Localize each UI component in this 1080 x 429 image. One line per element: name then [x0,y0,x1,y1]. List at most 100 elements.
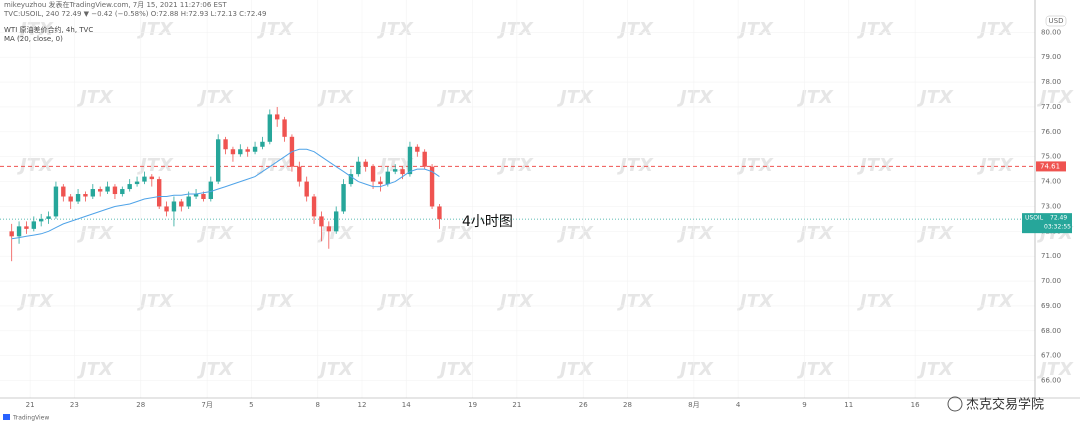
x-tick-label: 8月 [688,401,699,409]
candle-body [90,189,96,197]
candle-body [149,176,155,180]
candle-body [134,181,140,185]
candle-body [53,186,59,217]
y-tick-label: 74.00 [1041,178,1061,186]
candle-body [193,194,199,197]
candle-body [201,194,206,199]
candle-body [348,174,354,185]
watermark-logo: JTX [977,19,1014,40]
candle-body [333,211,339,232]
brand-icon [3,414,10,420]
candle-body [429,166,435,207]
x-tick-label: 16 [911,401,920,409]
y-tick-label: 75.00 [1041,153,1061,161]
candle-body [9,231,14,237]
candle-body [326,226,332,232]
grid [0,0,1035,398]
candle-body [282,119,287,137]
watermark-logo: JTX [557,223,594,244]
candle-body [378,181,383,185]
watermark-logo: JTX [857,19,894,40]
candle-body [75,194,81,202]
candle-body [311,196,317,217]
candle-body [385,171,391,185]
marks [0,106,1035,262]
y-tick-label: 78.00 [1041,78,1061,86]
watermark-logo: JTX [377,19,414,40]
candle-body [422,151,427,167]
candle-body [97,189,103,192]
candle-body [274,114,280,120]
y-tick-label: 73.00 [1041,202,1061,210]
watermark-logo: JTX [497,291,534,312]
watermark-logo: JTX [557,87,594,108]
candle-body [120,189,125,195]
watermark-logo: JTX [437,87,474,108]
y-tick-label: 80.00 [1041,28,1061,36]
y-tick-label: 76.00 [1041,128,1061,136]
candle-body [171,201,177,212]
header-line: mikeyuzhou 发表在TradingView.com, 7月 15, 20… [4,0,227,9]
watermark-logo: JTX [797,359,834,380]
candle-body [319,216,324,227]
candle-body [24,226,29,229]
watermark-text: 杰克交易学院 [966,397,1044,413]
candle-body [164,206,169,212]
candle-body [16,226,22,237]
candle-body [46,216,51,219]
watermark-logo: JTX [497,155,534,176]
watermark-logo: JTX [197,359,234,380]
x-tick-label: 26 [579,401,588,409]
x-tick-label: 19 [468,401,477,409]
watermark-logo: JTX [497,19,534,40]
candle-body [400,169,405,175]
candle-body [215,139,221,182]
x-tick-label: 11 [844,401,853,409]
header-line: TVC:USOIL, 240 72.49 ▼ −0.42 (−0.58%) O:… [3,10,266,18]
candle-body [156,179,162,207]
y-tick-label: 66.00 [1041,377,1061,385]
candle-body [208,181,214,199]
x-tick-label: 5 [249,401,253,409]
price-line-box [1036,161,1066,172]
x-tick-label: 12 [358,401,367,409]
watermark-logo: JTX [797,223,834,244]
watermark-logo: JTX [377,291,414,312]
candle-body [363,161,368,167]
x-tick-label: 4 [736,401,741,409]
watermark-logo: JTX [857,291,894,312]
indicator-name: MA (20, close, 0) [4,35,63,43]
watermark-logo: JTX [1037,87,1074,108]
candle-body [38,218,44,222]
watermark-logo: JTX [17,155,54,176]
candle-body [356,161,361,175]
watermark-logo: JTX [917,223,954,244]
last-price-symbol: USOIL [1025,215,1044,222]
x-tick-label: 21 [26,401,35,409]
x-tick-label: 21 [512,401,521,409]
chart-title: WTI 原油差价合约, 4h, TVC [4,25,93,34]
watermark-logo: JTX [557,359,594,380]
unit-label: USD [1049,17,1064,25]
watermark-logo: JTX [617,19,654,40]
watermark-logo: JTX [977,291,1014,312]
watermark-logo: JTX [257,291,294,312]
x-tick-label: 23 [70,401,79,409]
watermark-icon [947,396,963,412]
y-tick-label: 70.00 [1041,277,1061,285]
watermark-logo: JTX [677,359,714,380]
unit-box [1045,15,1067,27]
watermark-logo: JTX [737,19,774,40]
candle-body [179,201,184,207]
candle-body [260,141,265,147]
watermark-logo: JTX [317,359,354,380]
watermark-logo: JTX [857,155,894,176]
watermark-logo: JTX [677,87,714,108]
watermark-logo: JTX [17,19,54,40]
y-tick-label: 69.00 [1041,302,1061,310]
watermark-logo: JTX [437,223,474,244]
last-price-box [1022,213,1072,234]
candle-body [252,146,258,152]
